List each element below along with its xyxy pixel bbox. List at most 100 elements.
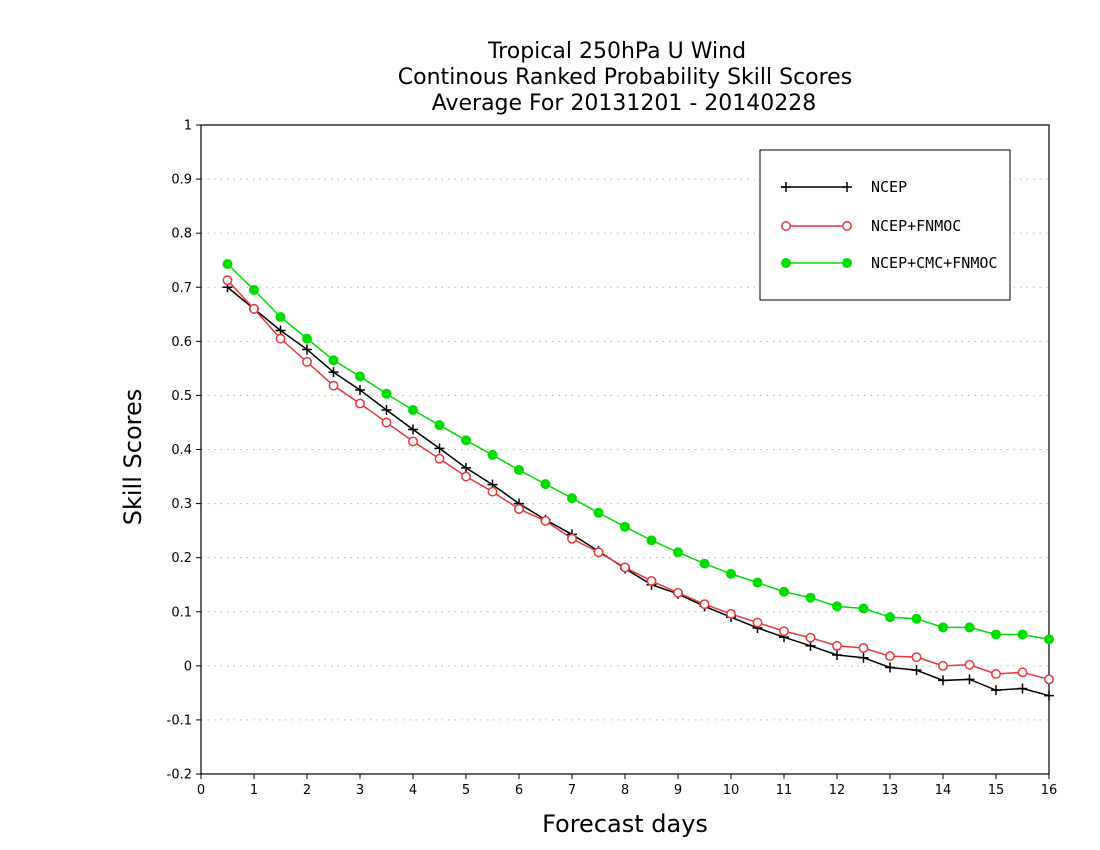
data-point bbox=[781, 221, 791, 231]
y-tick-label: 0.9 bbox=[171, 173, 192, 188]
data-point bbox=[832, 601, 842, 612]
data-point bbox=[779, 626, 789, 637]
data-point bbox=[275, 311, 286, 322]
legend-label: NCEP+FNMOC bbox=[871, 217, 961, 235]
data-point bbox=[752, 617, 763, 628]
data-point bbox=[1017, 629, 1028, 640]
x-axis-label: Forecast days bbox=[542, 810, 708, 838]
data-point bbox=[222, 275, 233, 286]
axis-ticks: -0.2-0.100.10.20.30.40.50.60.70.80.910 1 2… bbox=[167, 119, 1058, 799]
legend-box bbox=[759, 149, 1011, 301]
y-tick-label: 0.5 bbox=[171, 389, 192, 404]
x-tick-label: 5 bbox=[462, 783, 470, 798]
data-point bbox=[805, 632, 816, 643]
series-ncep-fnmoc bbox=[222, 275, 1054, 685]
data-point bbox=[646, 535, 657, 546]
legend-label: NCEP+CMC+FNMOC bbox=[871, 254, 997, 272]
y-tick-label: -0.1 bbox=[167, 713, 192, 728]
data-point bbox=[355, 371, 365, 382]
x-tick-label: 16 bbox=[1041, 783, 1058, 798]
data-point bbox=[593, 507, 604, 518]
data-point bbox=[726, 568, 736, 579]
chart-subtitle: Continous Ranked Probability Skill Score… bbox=[398, 65, 852, 90]
data-point bbox=[567, 533, 577, 544]
data-point bbox=[222, 258, 233, 269]
data-point bbox=[408, 405, 418, 416]
y-tick-label: 0 bbox=[184, 659, 192, 674]
data-point bbox=[1017, 667, 1028, 678]
data-point bbox=[832, 640, 842, 651]
data-point bbox=[461, 462, 471, 473]
data-point bbox=[964, 674, 975, 685]
data-point bbox=[381, 388, 392, 399]
x-tick-label: 10 bbox=[723, 783, 740, 798]
data-point bbox=[699, 599, 710, 610]
data-point bbox=[487, 449, 498, 460]
data-point bbox=[885, 612, 895, 623]
data-point bbox=[858, 603, 869, 614]
data-point bbox=[1044, 690, 1054, 701]
data-point bbox=[302, 333, 312, 344]
x-tick-label: 15 bbox=[988, 783, 1005, 798]
x-tick-label: 14 bbox=[935, 783, 952, 798]
y-tick-label: 0.7 bbox=[171, 281, 192, 296]
data-point bbox=[673, 547, 683, 558]
data-point bbox=[885, 651, 895, 662]
x-tick-label: 0 bbox=[197, 783, 205, 798]
data-point bbox=[885, 662, 895, 673]
data-point bbox=[620, 521, 630, 532]
data-point bbox=[938, 660, 948, 671]
y-tick-label: 0.1 bbox=[171, 605, 192, 620]
data-point bbox=[991, 685, 1001, 696]
data-point bbox=[408, 424, 418, 435]
data-point bbox=[842, 182, 852, 192]
series-ncep-cmc-fnmoc bbox=[222, 258, 1054, 645]
data-point bbox=[408, 436, 418, 447]
y-tick-label: 0.6 bbox=[171, 335, 192, 350]
x-tick-label: 12 bbox=[829, 783, 846, 798]
data-point bbox=[487, 486, 498, 497]
data-point bbox=[328, 380, 339, 391]
data-point bbox=[858, 643, 869, 653]
data-point bbox=[567, 493, 577, 504]
data-point bbox=[964, 622, 975, 633]
grid bbox=[201, 178, 1049, 721]
data-point bbox=[964, 659, 975, 670]
data-point bbox=[726, 608, 736, 619]
x-tick-label: 7 bbox=[568, 783, 576, 798]
data-point bbox=[302, 344, 312, 355]
data-point bbox=[381, 417, 392, 428]
data-point bbox=[275, 333, 286, 344]
data-point bbox=[911, 665, 922, 676]
data-point bbox=[514, 465, 524, 476]
x-tick-label: 9 bbox=[674, 783, 682, 798]
y-tick-label: 0.3 bbox=[171, 497, 192, 512]
data-point bbox=[249, 284, 259, 295]
data-point bbox=[938, 622, 948, 633]
legend: NCEP NCEP+FNMOC NCEP+CMC+FNMOC bbox=[759, 149, 1011, 301]
data-point bbox=[938, 675, 948, 686]
data-point bbox=[381, 405, 392, 416]
x-tick-label: 6 bbox=[515, 783, 523, 798]
data-point bbox=[1044, 634, 1054, 645]
data-point bbox=[434, 453, 445, 464]
data-point bbox=[434, 420, 445, 431]
data-point bbox=[832, 650, 842, 661]
y-tick-label: -0.2 bbox=[167, 768, 192, 783]
data-point bbox=[858, 652, 869, 663]
data-point bbox=[752, 577, 763, 588]
data-point bbox=[781, 182, 791, 192]
data-point bbox=[249, 303, 259, 314]
data-point bbox=[514, 504, 524, 514]
data-point bbox=[805, 592, 816, 603]
data-point bbox=[911, 652, 922, 663]
data-point bbox=[461, 471, 471, 482]
data-point bbox=[355, 385, 365, 396]
chart-subtitle-period: Average For 20131201 - 20140228 bbox=[432, 91, 817, 116]
x-tick-label: 13 bbox=[882, 783, 899, 798]
x-tick-label: 2 bbox=[303, 783, 311, 798]
data-point bbox=[781, 258, 791, 268]
data-point bbox=[842, 221, 852, 231]
x-tick-label: 1 bbox=[250, 783, 258, 798]
